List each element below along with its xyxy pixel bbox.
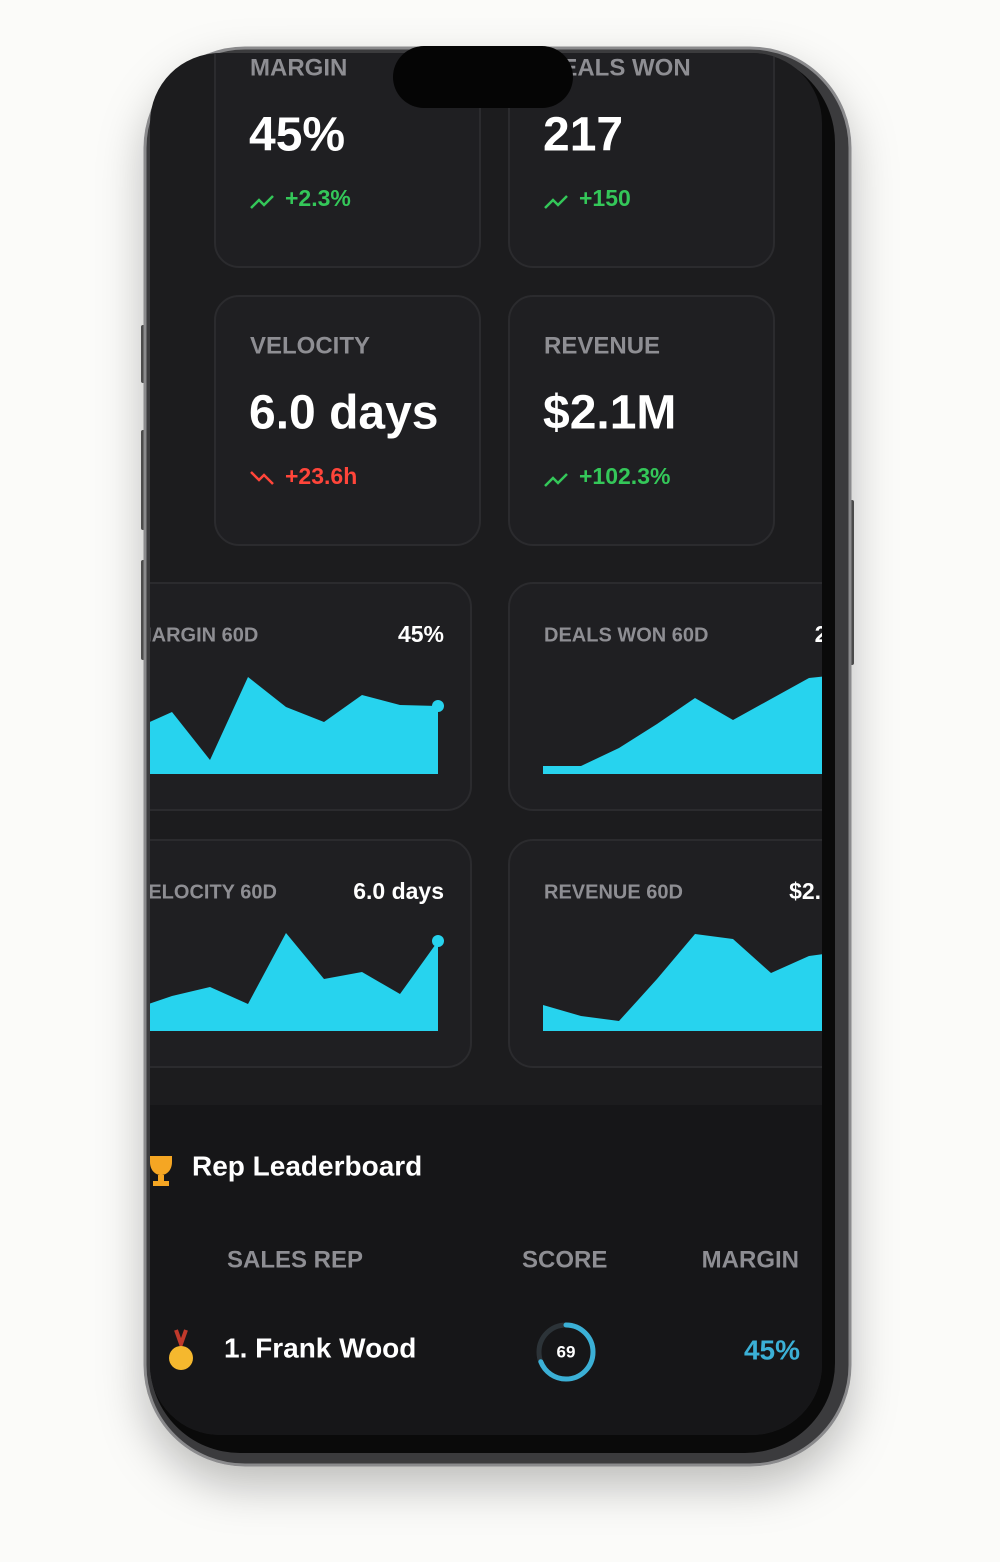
metric-label: VELOCITY — [250, 332, 370, 359]
rep-name: 1. Frank Wood — [224, 1332, 416, 1363]
sparkline-title: DEALS WON 60D — [544, 624, 708, 646]
rep-margin: 45% — [744, 1334, 800, 1365]
metric-delta: +23.6h — [285, 463, 357, 489]
sparkline-area — [543, 934, 822, 1031]
sparkline-title: MARGIN 60D — [135, 624, 258, 646]
leaderboard-title: Rep Leaderboard — [192, 1150, 422, 1181]
metric-delta: +150 — [579, 185, 631, 211]
trend-icon — [250, 195, 274, 209]
column-header: SCORE — [522, 1246, 607, 1273]
trend-icon — [544, 473, 568, 487]
score-ring — [536, 1322, 596, 1382]
metric-value: $2.1M — [543, 387, 676, 440]
sparkline-card — [150, 582, 472, 811]
trend-icon — [544, 195, 568, 209]
sparkline-value: 217 — [815, 621, 853, 647]
sparkline-value: $2.1M — [789, 878, 853, 904]
column-header: SALES REP — [227, 1246, 363, 1273]
screen: Rep Leaderboard SALES REP SCORE MARGIN 1… — [135, 53, 853, 1435]
metric-card — [508, 295, 775, 546]
sparkline-area — [543, 674, 822, 774]
sparkline-title: REVENUE 60D — [544, 881, 683, 903]
sparkline-end-dot — [432, 700, 444, 712]
notch — [393, 46, 573, 108]
medal-icon — [169, 1329, 193, 1370]
sparkline-area — [150, 677, 438, 774]
metric-value: 45% — [249, 109, 345, 162]
score-value: 69 — [557, 1342, 576, 1361]
sparkline-end-dot — [432, 935, 444, 947]
column-header: MARGIN — [702, 1246, 799, 1273]
sparkline-value: 6.0 days — [353, 878, 444, 904]
sparkline-value: 45% — [398, 621, 444, 647]
trophy-icon — [150, 1156, 172, 1186]
metric-delta: +102.3% — [579, 463, 670, 489]
sparkline-title: VELOCITY 60D — [135, 881, 277, 903]
trend-icon — [250, 471, 274, 485]
leaderboard-bg — [150, 1105, 822, 1435]
metric-value: 217 — [543, 109, 623, 162]
metric-card — [508, 53, 775, 268]
metric-delta: +2.3% — [285, 185, 351, 211]
sparkline-area — [150, 933, 438, 1031]
metric-value: 6.0 days — [249, 387, 438, 440]
metric-label: MARGIN — [250, 54, 347, 81]
metric-label: REVENUE — [544, 332, 660, 359]
metric-card — [214, 295, 481, 546]
